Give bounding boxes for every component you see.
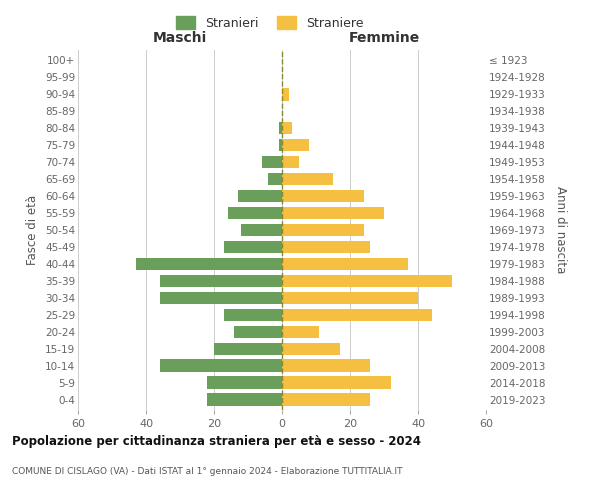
Bar [282, 88, 289, 101]
Bar [282, 376, 391, 389]
Bar [160, 274, 282, 287]
Legend: Stranieri, Straniere: Stranieri, Straniere [172, 11, 368, 35]
Bar [282, 394, 370, 406]
Bar [224, 240, 282, 254]
Bar [227, 206, 282, 220]
Bar [278, 138, 282, 151]
Y-axis label: Fasce di età: Fasce di età [26, 195, 40, 265]
Bar [160, 292, 282, 304]
Bar [214, 342, 282, 355]
Bar [207, 376, 282, 389]
Bar [282, 274, 452, 287]
Bar [268, 172, 282, 186]
Bar [282, 122, 292, 134]
Text: COMUNE DI CISLAGO (VA) - Dati ISTAT al 1° gennaio 2024 - Elaborazione TUTTITALIA: COMUNE DI CISLAGO (VA) - Dati ISTAT al 1… [12, 468, 403, 476]
Bar [282, 308, 431, 322]
Text: Femmine: Femmine [349, 31, 419, 45]
Bar [282, 172, 333, 186]
Bar [160, 360, 282, 372]
Bar [282, 326, 319, 338]
Bar [282, 342, 340, 355]
Bar [282, 156, 299, 168]
Bar [241, 224, 282, 236]
Y-axis label: Anni di nascita: Anni di nascita [554, 186, 567, 274]
Bar [235, 326, 282, 338]
Bar [207, 394, 282, 406]
Bar [224, 308, 282, 322]
Bar [282, 240, 370, 254]
Bar [282, 224, 364, 236]
Bar [278, 122, 282, 134]
Bar [282, 360, 370, 372]
Bar [282, 138, 309, 151]
Text: Maschi: Maschi [153, 31, 207, 45]
Text: Popolazione per cittadinanza straniera per età e sesso - 2024: Popolazione per cittadinanza straniera p… [12, 435, 421, 448]
Bar [238, 190, 282, 202]
Bar [136, 258, 282, 270]
Bar [282, 190, 364, 202]
Bar [282, 206, 384, 220]
Bar [262, 156, 282, 168]
Bar [282, 258, 408, 270]
Bar [282, 292, 418, 304]
